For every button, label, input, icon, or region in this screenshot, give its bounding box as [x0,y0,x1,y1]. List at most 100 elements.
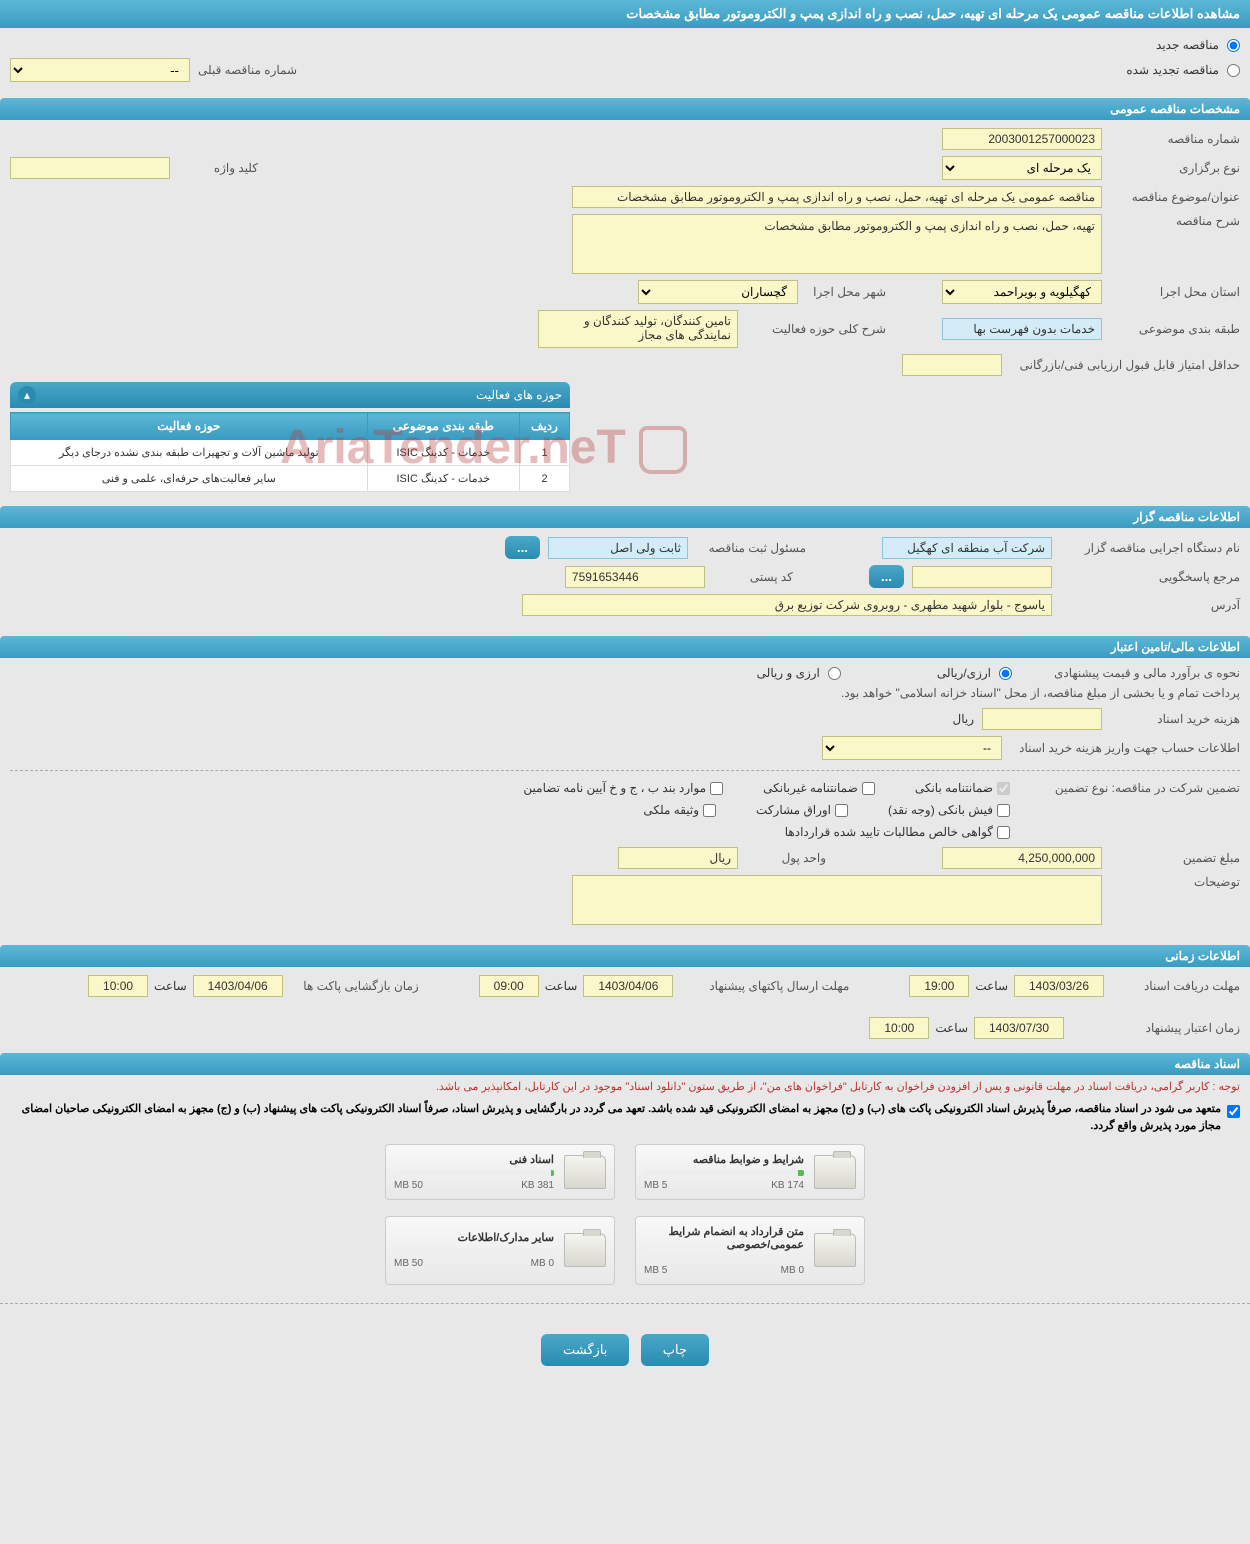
check-g5[interactable] [835,804,848,817]
prev-number-label: شماره مناقصه قبلی [198,63,297,77]
estimate-label: نحوه ی برآورد مالی و قیمت پیشنهادی [1020,666,1240,680]
desc-field: تهیه، حمل، نصب و راه اندازی پمپ و الکترو… [572,214,1102,274]
col-scope: حوزه فعالیت [11,413,368,440]
type-select[interactable]: یک مرحله ای [942,156,1102,180]
send-label: مهلت ارسال پاکتهای پیشنهاد [679,979,849,993]
unit-label: واحد پول [746,851,826,865]
commitment-checkbox[interactable] [1227,1105,1240,1118]
open-time: 10:00 [88,975,148,997]
check-g5-label: اوراق مشارکت [756,803,831,817]
unit-field: ریال [618,847,738,869]
doc-max: 50 MB [394,1258,423,1269]
validity-time: 10:00 [869,1017,929,1039]
notice-red: توجه : کاربر گرامی، دریافت اسناد در مهلت… [0,1075,1250,1101]
contact-field[interactable] [912,566,1052,588]
doc-max: 5 MB [644,1265,667,1276]
doc-card[interactable]: شرایط و ضوابط مناقصه 174 KB 5 MB [635,1144,865,1200]
min-score-label: حداقل امتیاز قابل قبول ارزیابی فنی/بازرگ… [1010,358,1240,372]
type-label: نوع برگزاری [1110,161,1240,175]
province-select[interactable]: کهگیلویه و بویراحمد [942,280,1102,304]
check-g3[interactable] [710,782,723,795]
radio-both-label: ارزی و ریالی [757,666,820,680]
cell-cat: خدمات - کدینگ ISIC [367,440,519,466]
radio-renewed-tender-label: مناقصه تجدید شده [1126,63,1219,77]
doc-card[interactable]: متن قرارداد به انضمام شرایط عمومی/خصوصی … [635,1216,865,1285]
folder-icon [814,1155,856,1189]
subject-label: عنوان/موضوع مناقصه [1110,190,1240,204]
receive-time: 19:00 [909,975,969,997]
amount-label: مبلغ تضمین [1110,851,1240,865]
prev-number-select[interactable]: -- [10,58,190,82]
print-button[interactable]: چاپ [641,1334,709,1366]
radio-renewed-tender[interactable] [1227,64,1240,77]
doc-title: شرایط و ضوابط مناقصه [644,1153,804,1166]
cell-scope: تولید ماشین آلات و تجهیزات طبقه بندی نشد… [11,440,368,466]
check-g2[interactable] [862,782,875,795]
amount-field: 4,250,000,000 [942,847,1102,869]
check-g6[interactable] [703,804,716,817]
cell-scope: سایر فعالیت‌های حرفه‌ای، علمی و فنی [11,466,368,492]
separator [0,1303,1250,1304]
ellipsis-button[interactable]: ... [869,565,904,588]
notes-field[interactable] [572,875,1102,925]
reg-officer-field: ثابت ولی اصل [548,537,688,559]
radio-both[interactable] [828,667,841,680]
section-general-header: مشخصات مناقصه عمومی [0,98,1250,120]
check-g7-label: گواهی خالص مطالبات تایید شده قراردادها [785,825,993,839]
radio-new-tender[interactable] [1227,39,1240,52]
radio-new-tender-label: مناقصه جدید [1156,38,1219,52]
folder-icon [564,1233,606,1267]
doc-size: 0 MB [781,1265,804,1276]
desc-label: شرح مناقصه [1110,214,1240,228]
doc-cost-label: هزینه خرید اسناد [1110,712,1240,726]
collapse-icon[interactable]: ▴ [18,386,36,404]
doc-size: 381 KB [521,1180,554,1191]
category-label: طبقه بندی موضوعی [1110,322,1240,336]
folder-icon [564,1155,606,1189]
validity-date: 1403/07/30 [974,1017,1064,1039]
ellipsis-button[interactable]: ... [505,536,540,559]
payment-note: پرداخت تمام و یا بخشی از مبلغ مناقصه، از… [10,686,1240,700]
keyword-field[interactable] [10,157,170,179]
receive-label: مهلت دریافت اسناد [1110,979,1240,993]
org-label: نام دستگاه اجرایی مناقصه گزار [1060,541,1240,555]
radio-rial[interactable] [999,667,1012,680]
province-label: استان محل اجرا [1110,285,1240,299]
scope-field: تامین کنندگان، تولید کنندگان و نمایندگی … [538,310,738,348]
cell-n: 1 [520,440,570,466]
check-g7[interactable] [997,826,1010,839]
page-title: مشاهده اطلاعات مناقصه عمومی یک مرحله ای … [0,0,1250,28]
time-label: ساعت [935,1021,968,1035]
number-label: شماره مناقصه [1110,132,1240,146]
send-time: 09:00 [479,975,539,997]
doc-max: 5 MB [644,1180,667,1191]
section-organizer-header: اطلاعات مناقصه گزار [0,506,1250,528]
account-label: اطلاعات حساب جهت واریز هزینه خرید اسناد [1010,741,1240,755]
address-field: یاسوج - بلوار شهید مطهری - روبروی شرکت ت… [522,594,1052,616]
back-button[interactable]: بازگشت [541,1334,629,1366]
tender-type-options: مناقصه جدید مناقصه تجدید شده شماره مناقص… [0,28,1250,92]
radio-rial-label: ارزی/ریالی [937,666,991,680]
check-g1-label: ضمانتنامه بانکی [915,781,993,795]
doc-max: 50 MB [394,1180,423,1191]
col-row: ردیف [520,413,570,440]
min-score-field[interactable] [902,354,1002,376]
doc-title: متن قرارداد به انضمام شرایط عمومی/خصوصی [644,1225,804,1251]
check-g4[interactable] [997,804,1010,817]
scope-label: شرح کلی حوزه فعالیت [746,322,886,336]
check-g1 [997,782,1010,795]
address-label: آدرس [1060,598,1240,612]
send-date: 1403/04/06 [583,975,673,997]
doc-cost-unit: ریال [952,712,974,726]
account-select[interactable]: -- [822,736,1002,760]
city-select[interactable]: گچساران [638,280,798,304]
doc-size: 0 MB [531,1258,554,1269]
notes-label: توضیحات [1110,875,1240,889]
doc-card[interactable]: اسناد فنی 381 KB 50 MB [385,1144,615,1200]
notice-commitment: متعهد می شود در اسناد مناقصه، صرفاً پذیر… [10,1101,1221,1136]
doc-cost-field[interactable] [982,708,1102,730]
doc-card[interactable]: سایر مدارک/اطلاعات 0 MB 50 MB [385,1216,615,1285]
org-field: شرکت آب منطقه ای کهگیل [882,537,1052,559]
postal-field: 7591653446 [565,566,705,588]
open-date: 1403/04/06 [193,975,283,997]
